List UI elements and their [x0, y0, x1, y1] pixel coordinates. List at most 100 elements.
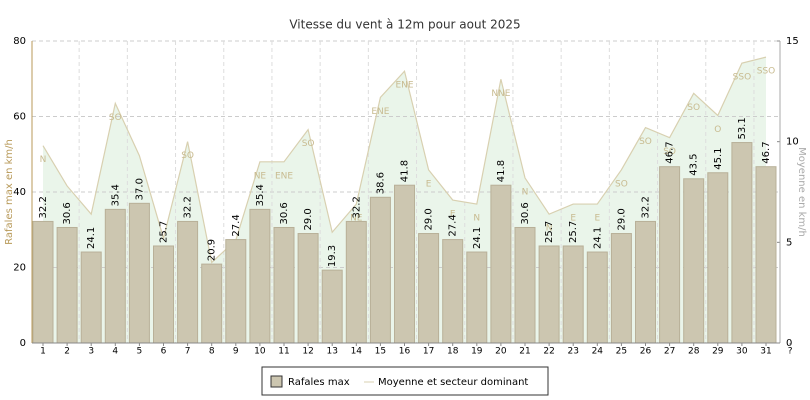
legend-label: Moyenne et secteur dominant — [378, 377, 528, 388]
sector-label: N — [546, 224, 553, 234]
value-label: 25.7 — [568, 221, 579, 243]
y-tick-label: 80 — [13, 36, 26, 47]
sector-label: E — [594, 214, 600, 224]
bar — [755, 166, 777, 344]
value-label: 25.7 — [544, 221, 555, 243]
x-tick-label: 7 — [185, 347, 191, 357]
bar — [418, 233, 440, 344]
value-label: 24.1 — [86, 227, 97, 249]
value-label: 32.2 — [351, 196, 362, 218]
bar — [610, 233, 632, 344]
y-tick-label: 0 — [20, 338, 26, 349]
x-tick-label: 12 — [302, 347, 313, 357]
sector-label: SSO — [757, 67, 776, 77]
x-tick-label: 28 — [688, 347, 700, 357]
value-label: 35.4 — [255, 184, 266, 206]
x-tick-label: 10 — [254, 347, 266, 357]
legend-swatch — [270, 375, 283, 388]
sector-label: SO — [687, 103, 700, 113]
y-tick-label: 20 — [13, 263, 26, 274]
sector-label: NE — [350, 214, 363, 224]
value-label: 30.6 — [62, 202, 73, 224]
value-label: 37.0 — [134, 178, 145, 200]
bar — [321, 269, 343, 344]
bar — [394, 184, 415, 344]
bar — [586, 251, 608, 344]
x-tick-label: 16 — [399, 347, 411, 357]
x-tick-label: 30 — [736, 347, 748, 357]
x-tick-label: 15 — [375, 347, 386, 357]
x-tick-label: 13 — [326, 347, 337, 357]
value-label: 27.4 — [231, 214, 242, 236]
y2-tick-label: 10 — [786, 137, 799, 148]
sector-label: SO — [639, 137, 652, 147]
y2-axis-label: Moyenne en km/h — [796, 147, 807, 237]
bar — [80, 251, 102, 344]
value-label: 41.8 — [496, 160, 507, 182]
bar — [273, 226, 295, 344]
value-label: 53.1 — [737, 117, 748, 139]
y2-tick-label: 15 — [786, 36, 799, 47]
x-tick-label: 3 — [88, 347, 94, 357]
x-tick-label: 5 — [137, 347, 143, 357]
y-axis-label: Rafales max en km/h — [4, 139, 15, 245]
y2-tick-label: 0 — [786, 338, 792, 349]
sector-label: ENE — [275, 171, 293, 181]
legend-label: Rafales max — [288, 377, 350, 388]
sector-label: NNE — [491, 89, 510, 99]
value-label: 29.0 — [303, 208, 314, 230]
value-label: 24.1 — [472, 227, 483, 249]
bar — [514, 226, 536, 344]
value-label: 32.2 — [183, 196, 194, 218]
sector-label: E — [570, 214, 576, 224]
bar — [297, 233, 319, 344]
bar — [466, 251, 488, 344]
bar — [177, 220, 199, 344]
x-tick-label: 26 — [640, 347, 652, 357]
value-label: 46.7 — [665, 141, 676, 163]
x-tick-label: 4 — [112, 347, 118, 357]
bar — [707, 172, 729, 344]
value-label: 46.7 — [761, 141, 772, 163]
value-label: 45.1 — [713, 147, 724, 169]
sector-label: SO — [109, 113, 122, 123]
value-label: 38.6 — [375, 172, 386, 194]
sector-label: SO — [663, 147, 676, 157]
bar — [153, 245, 174, 344]
value-label: 19.3 — [327, 245, 338, 267]
bar — [538, 245, 560, 344]
bar — [659, 166, 681, 344]
x-tick-label: 1 — [40, 347, 46, 357]
x-tick-label: 22 — [543, 347, 554, 357]
value-label: 30.6 — [520, 202, 531, 224]
bar — [201, 263, 223, 344]
x-tick-label: 21 — [519, 347, 530, 357]
value-label: 32.2 — [641, 196, 652, 218]
value-label: 20.9 — [207, 239, 218, 261]
bar — [225, 239, 247, 344]
sector-label: SSO — [733, 73, 752, 83]
x-tick-label: 25 — [616, 347, 627, 357]
y2-tick-label: 5 — [786, 237, 792, 248]
x-tick-label: 20 — [495, 347, 507, 357]
bar — [369, 196, 391, 344]
sector-label: N — [522, 187, 529, 197]
value-label: 43.5 — [689, 154, 700, 176]
bar — [731, 142, 753, 344]
bar — [104, 208, 126, 344]
sector-label: ENE — [395, 81, 413, 91]
sector-label: E — [450, 210, 456, 220]
x-tick-label: 8 — [209, 347, 215, 357]
bar — [32, 220, 54, 344]
bar — [683, 178, 705, 344]
bar — [635, 220, 656, 344]
value-label: 27.4 — [448, 214, 459, 236]
legend-box — [261, 366, 549, 396]
bar — [345, 220, 367, 344]
value-label: 35.4 — [110, 184, 121, 206]
bar — [128, 202, 150, 344]
x-tick-label: 24 — [592, 347, 604, 357]
x-tick-label: 14 — [351, 347, 363, 357]
x-tick-label: 17 — [423, 347, 434, 357]
